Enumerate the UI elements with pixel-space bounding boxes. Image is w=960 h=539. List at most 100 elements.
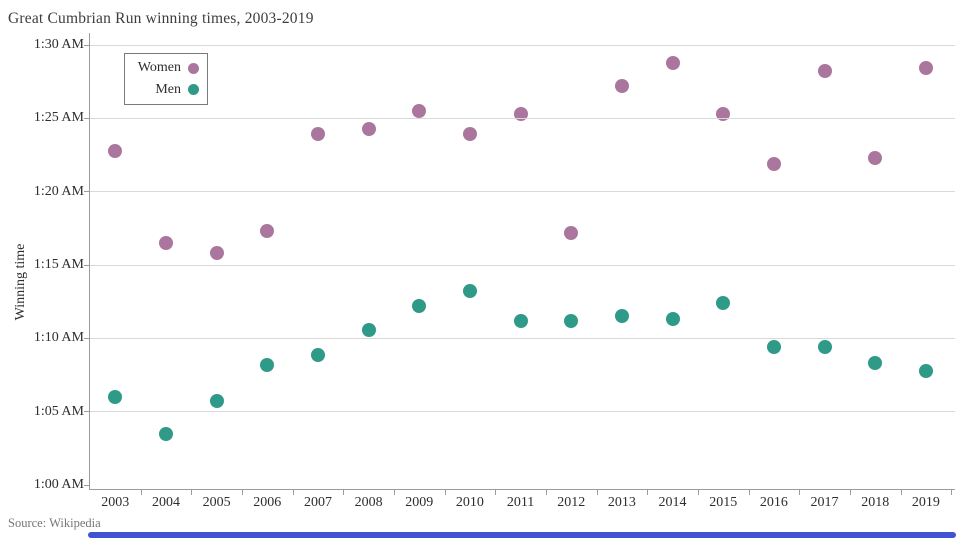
x-tick-mark bbox=[191, 490, 193, 495]
data-point-men-2012 bbox=[564, 313, 579, 328]
gridline bbox=[90, 264, 955, 266]
data-point-women-2018 bbox=[868, 150, 883, 165]
data-point-men-2014 bbox=[665, 312, 680, 327]
y-tick-mark bbox=[84, 117, 90, 119]
y-tick-mark bbox=[84, 44, 90, 46]
x-tick-mark bbox=[596, 490, 598, 495]
chart-title: Great Cumbrian Run winning times, 2003-2… bbox=[8, 10, 314, 27]
data-point-women-2016 bbox=[766, 156, 781, 171]
data-point-men-2017 bbox=[817, 340, 832, 355]
gridline bbox=[90, 44, 955, 46]
legend-marker-men bbox=[188, 84, 199, 96]
x-tick-label: 2015 bbox=[709, 495, 738, 510]
data-point-men-2003 bbox=[108, 390, 123, 405]
y-tick-label: 1:20 AM bbox=[33, 183, 84, 199]
x-tick-mark bbox=[799, 490, 801, 495]
data-point-women-2006 bbox=[260, 224, 275, 239]
y-tick-label: 1:25 AM bbox=[33, 110, 84, 126]
data-point-men-2015 bbox=[716, 296, 731, 311]
y-tick-mark bbox=[84, 484, 90, 486]
x-tick-label: 2017 bbox=[810, 495, 839, 510]
data-point-men-2018 bbox=[868, 356, 883, 371]
x-tick-mark bbox=[748, 490, 750, 495]
data-point-women-2003 bbox=[108, 143, 123, 158]
data-point-men-2019 bbox=[918, 363, 933, 378]
x-axis-line bbox=[89, 489, 955, 490]
data-point-men-2016 bbox=[766, 340, 781, 355]
x-tick-label: 2006 bbox=[253, 495, 282, 510]
y-tick-mark bbox=[84, 411, 90, 413]
x-tick-mark bbox=[545, 490, 547, 495]
y-tick-label: 1:10 AM bbox=[33, 330, 84, 346]
data-point-women-2011 bbox=[513, 106, 528, 121]
legend-label-men: Men bbox=[155, 81, 181, 97]
x-tick-label: 2011 bbox=[506, 495, 535, 510]
x-tick-label: 2014 bbox=[658, 495, 687, 510]
data-point-women-2012 bbox=[564, 225, 579, 240]
data-point-men-2011 bbox=[513, 313, 528, 328]
x-tick-label: 2010 bbox=[455, 495, 484, 510]
y-axis-line bbox=[89, 33, 90, 489]
legend-label-women: Women bbox=[137, 60, 181, 76]
y-tick-label: 1:05 AM bbox=[33, 403, 84, 419]
y-tick-mark bbox=[84, 191, 90, 193]
data-point-men-2006 bbox=[260, 357, 275, 372]
x-tick-mark bbox=[343, 490, 345, 495]
x-tick-mark bbox=[697, 490, 699, 495]
data-point-men-2008 bbox=[361, 322, 376, 337]
x-tick-mark bbox=[140, 490, 142, 495]
x-tick-label: 2008 bbox=[354, 495, 383, 510]
x-tick-mark bbox=[241, 490, 243, 495]
y-tick-label: 1:15 AM bbox=[33, 257, 84, 273]
gridline bbox=[90, 411, 955, 413]
gridline bbox=[90, 337, 955, 339]
x-tick-mark bbox=[647, 490, 649, 495]
legend-row-men: Men bbox=[129, 80, 199, 101]
x-tick-label: 2016 bbox=[759, 495, 788, 510]
data-point-women-2004 bbox=[158, 236, 173, 251]
y-axis-title: Winning time bbox=[13, 243, 28, 321]
legend-row-women: Women bbox=[129, 58, 199, 79]
x-tick-label: 2005 bbox=[202, 495, 231, 510]
x-tick-label: 2004 bbox=[151, 495, 180, 510]
data-point-women-2009 bbox=[412, 104, 427, 118]
data-point-women-2010 bbox=[462, 127, 477, 142]
data-point-women-2013 bbox=[614, 79, 629, 94]
data-point-men-2013 bbox=[614, 309, 629, 324]
data-point-men-2004 bbox=[158, 426, 173, 441]
data-point-men-2010 bbox=[462, 284, 477, 299]
x-tick-label: 2012 bbox=[557, 495, 586, 510]
legend: Women Men bbox=[124, 53, 208, 105]
data-point-men-2005 bbox=[209, 394, 224, 409]
x-tick-label: 2009 bbox=[405, 495, 434, 510]
x-tick-mark bbox=[495, 490, 497, 495]
gridline bbox=[90, 191, 955, 193]
data-point-men-2007 bbox=[310, 347, 325, 362]
x-tick-mark bbox=[444, 490, 446, 495]
x-tick-label: 2003 bbox=[101, 495, 130, 510]
gridline bbox=[90, 117, 955, 119]
data-point-women-2017 bbox=[817, 64, 832, 79]
y-tick-label: 1:30 AM bbox=[33, 37, 84, 52]
x-tick-label: 2013 bbox=[607, 495, 636, 510]
data-point-women-2008 bbox=[361, 121, 376, 136]
data-point-women-2019 bbox=[918, 61, 933, 76]
x-tick-mark bbox=[951, 490, 953, 495]
data-point-women-2014 bbox=[665, 55, 680, 70]
data-point-women-2007 bbox=[310, 127, 325, 142]
bottom-scroll-bar[interactable] bbox=[88, 532, 956, 538]
x-tick-mark bbox=[393, 490, 395, 495]
data-point-women-2005 bbox=[209, 246, 224, 261]
x-tick-label: 2018 bbox=[861, 495, 890, 510]
source-note: Source: Wikipedia bbox=[8, 516, 101, 530]
legend-marker-women bbox=[188, 62, 199, 74]
x-tick-label: 2007 bbox=[303, 495, 332, 510]
data-point-women-2015 bbox=[716, 106, 731, 121]
x-tick-label: 2019 bbox=[911, 495, 940, 510]
data-point-men-2009 bbox=[412, 299, 427, 314]
y-tick-mark bbox=[84, 337, 90, 339]
x-tick-mark bbox=[900, 490, 902, 495]
x-tick-mark bbox=[292, 490, 294, 495]
y-tick-label: 1:00 AM bbox=[33, 477, 84, 493]
